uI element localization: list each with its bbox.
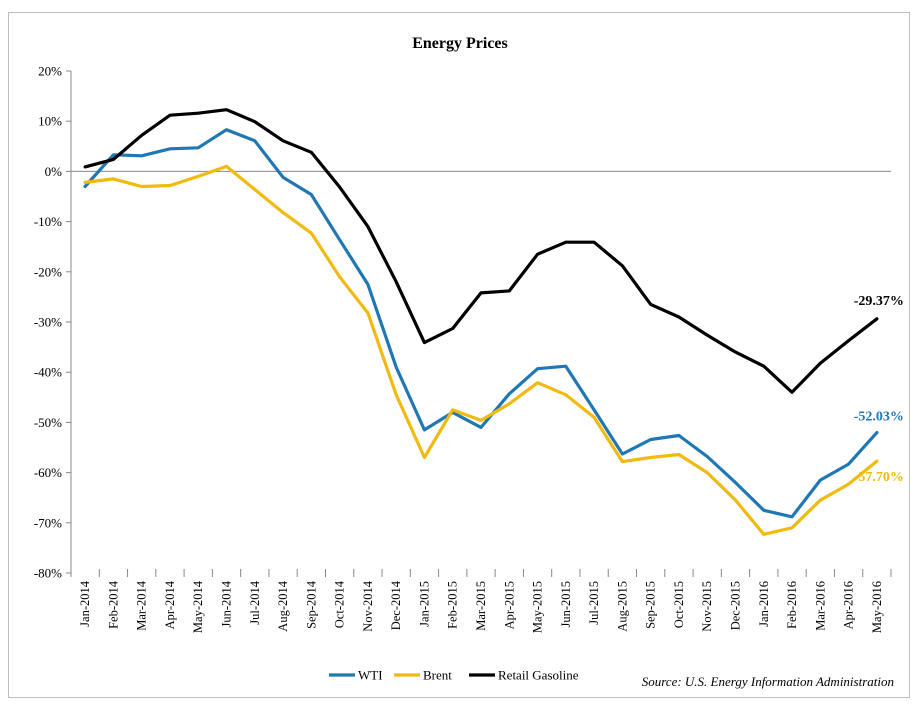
- x-tick-label: Mar-2016: [813, 581, 827, 631]
- x-tick-label: Jan-2015: [417, 581, 431, 627]
- end-label-brent: -57.70%: [854, 470, 904, 485]
- x-tick-label: Oct-2015: [672, 581, 686, 628]
- x-tick-label: Mar-2014: [135, 580, 149, 630]
- y-axis: 20% 10% 0% -10% -20% -30% -40% -50% -60% -70% -80%: [34, 64, 72, 581]
- x-tick-label: Aug-2014: [276, 580, 290, 631]
- series-line-retail-gasoline: [83, 108, 879, 394]
- y-tick-label: 20%: [38, 64, 62, 79]
- x-tick-label: Jun-2015: [559, 581, 573, 628]
- y-tick-label: -60%: [34, 465, 62, 480]
- chart-frame: Energy Prices 20% 10% 0% -10% -20% -30% -40% -5…: [8, 12, 910, 698]
- x-tick-label: Apr-2015: [502, 581, 516, 629]
- y-tick-label: -50%: [34, 415, 62, 430]
- x-axis: Jan-2014 Feb-2014 Mar-2014 Apr-2014 May-2014…: [70, 170, 892, 633]
- y-tick-label: -80%: [34, 566, 62, 581]
- energy-prices-chart: Energy Prices 20% 10% 0% -10% -20% -30% -40% -5…: [34, 35, 904, 689]
- legend: WTI Brent Retail Gasoline: [329, 668, 579, 683]
- series-line-wti: [83, 128, 879, 519]
- y-tick-label: -30%: [34, 315, 62, 330]
- y-tick-label: 0%: [45, 164, 63, 179]
- x-tick-label: Mar-2015: [474, 581, 488, 631]
- x-tick-label: Jul-2014: [248, 580, 262, 625]
- x-tick-label: Dec-2015: [728, 581, 742, 630]
- x-tick-label: Nov-2014: [361, 580, 375, 631]
- x-tick-label: Jul-2015: [587, 581, 601, 625]
- x-tick-label: Dec-2014: [389, 580, 403, 630]
- x-tick-label: May-2015: [531, 581, 545, 633]
- legend-label-brent: Brent: [423, 668, 452, 683]
- x-tick-label: Jan-2014: [78, 580, 92, 627]
- legend-label-retail-gasoline: Retail Gasoline: [498, 668, 579, 683]
- x-tick-label: Sep-2015: [644, 581, 658, 629]
- y-tick-label: -20%: [34, 264, 62, 279]
- series-lines: [83, 108, 879, 536]
- x-tick-label: Jun-2014: [220, 580, 234, 627]
- end-labels: -52.03% -57.70% -29.37%: [854, 294, 904, 485]
- x-tick-label: May-2016: [870, 581, 884, 633]
- legend-label-wti: WTI: [358, 668, 383, 683]
- x-tick-label: Nov-2015: [700, 581, 714, 632]
- x-tick-label: Feb-2014: [106, 580, 120, 629]
- y-tick-label: 10%: [38, 114, 62, 129]
- series-line-brent: [83, 164, 879, 536]
- chart-title: Energy Prices: [412, 35, 508, 52]
- x-tick-label: Apr-2014: [163, 580, 177, 629]
- end-label-wti: -52.03%: [854, 410, 904, 425]
- y-tick-label: -40%: [34, 365, 62, 380]
- x-tick-label: Apr-2016: [842, 581, 856, 629]
- x-tick-label: Sep-2014: [304, 580, 318, 629]
- x-tick-label: Feb-2016: [785, 581, 799, 629]
- x-tick-label: Jan-2016: [757, 581, 771, 627]
- x-tick-label: May-2014: [191, 580, 205, 633]
- y-tick-label: -70%: [34, 515, 62, 530]
- y-tick-label: -10%: [34, 214, 62, 229]
- x-tick-label: Feb-2015: [446, 581, 460, 629]
- x-tick-label: Oct-2014: [333, 580, 347, 628]
- source-note: Source: U.S. Energy Information Administ…: [642, 674, 894, 689]
- end-label-retail-gasoline: -29.37%: [854, 294, 904, 309]
- x-tick-label: Aug-2015: [615, 581, 629, 632]
